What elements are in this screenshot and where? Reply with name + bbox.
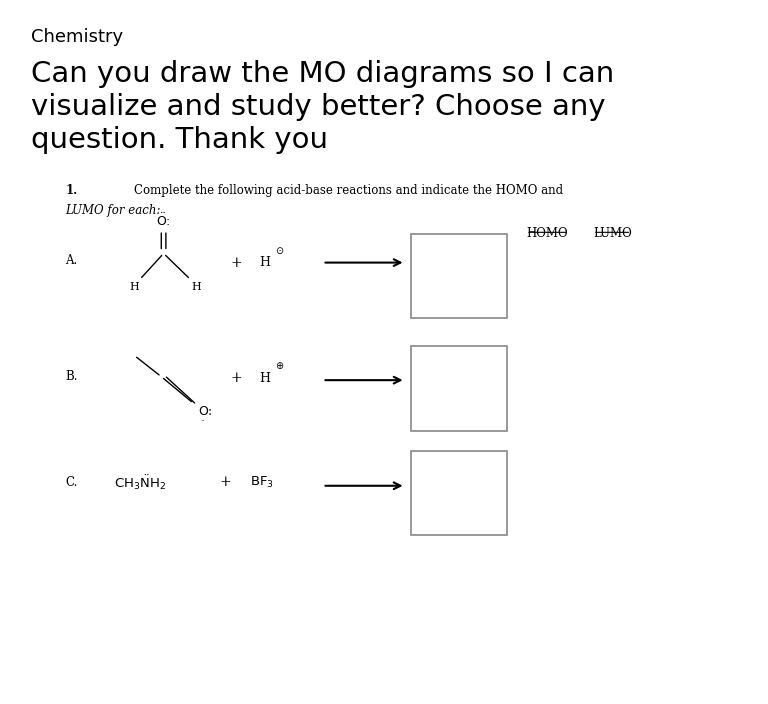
Text: 1.: 1. [65,184,78,197]
Text: H: H [260,256,270,269]
Text: +: + [219,475,231,489]
Text: H: H [191,282,200,291]
Text: A.: A. [65,254,78,267]
Text: LUMO for each:: LUMO for each: [65,204,161,217]
Text: +: + [230,371,243,385]
Text: visualize and study better? Choose any: visualize and study better? Choose any [31,93,605,121]
Text: B.: B. [65,370,78,383]
Text: Chemistry: Chemistry [31,28,123,46]
Text: ..: .. [200,414,205,423]
Text: +: + [230,256,243,270]
Text: C.: C. [65,476,78,489]
Text: $\mathrm{BF_3}$: $\mathrm{BF_3}$ [250,474,273,490]
Bar [411,451,507,535]
Text: LUMO: LUMO [593,227,631,239]
Text: $\mathrm{O}$:: $\mathrm{O}$: [198,405,213,417]
Text: question. Thank you: question. Thank you [31,126,328,154]
Text: $\ddot{\mathrm{O}}$:: $\ddot{\mathrm{O}}$: [157,212,170,229]
Bar [411,346,507,431]
Text: H: H [260,372,270,384]
Text: $\mathrm{CH_3\ddot{N}H_2}$: $\mathrm{CH_3\ddot{N}H_2}$ [114,473,166,491]
Text: ⊕: ⊕ [275,361,283,371]
Text: HOMO: HOMO [526,227,568,239]
Text: ⊙: ⊙ [275,246,283,256]
Text: Complete the following acid-base reactions and indicate the HOMO and: Complete the following acid-base reactio… [134,184,564,197]
Text: Can you draw the MO diagrams so I can: Can you draw the MO diagrams so I can [31,60,614,88]
Text: H: H [130,282,139,291]
Bar [411,234,507,318]
